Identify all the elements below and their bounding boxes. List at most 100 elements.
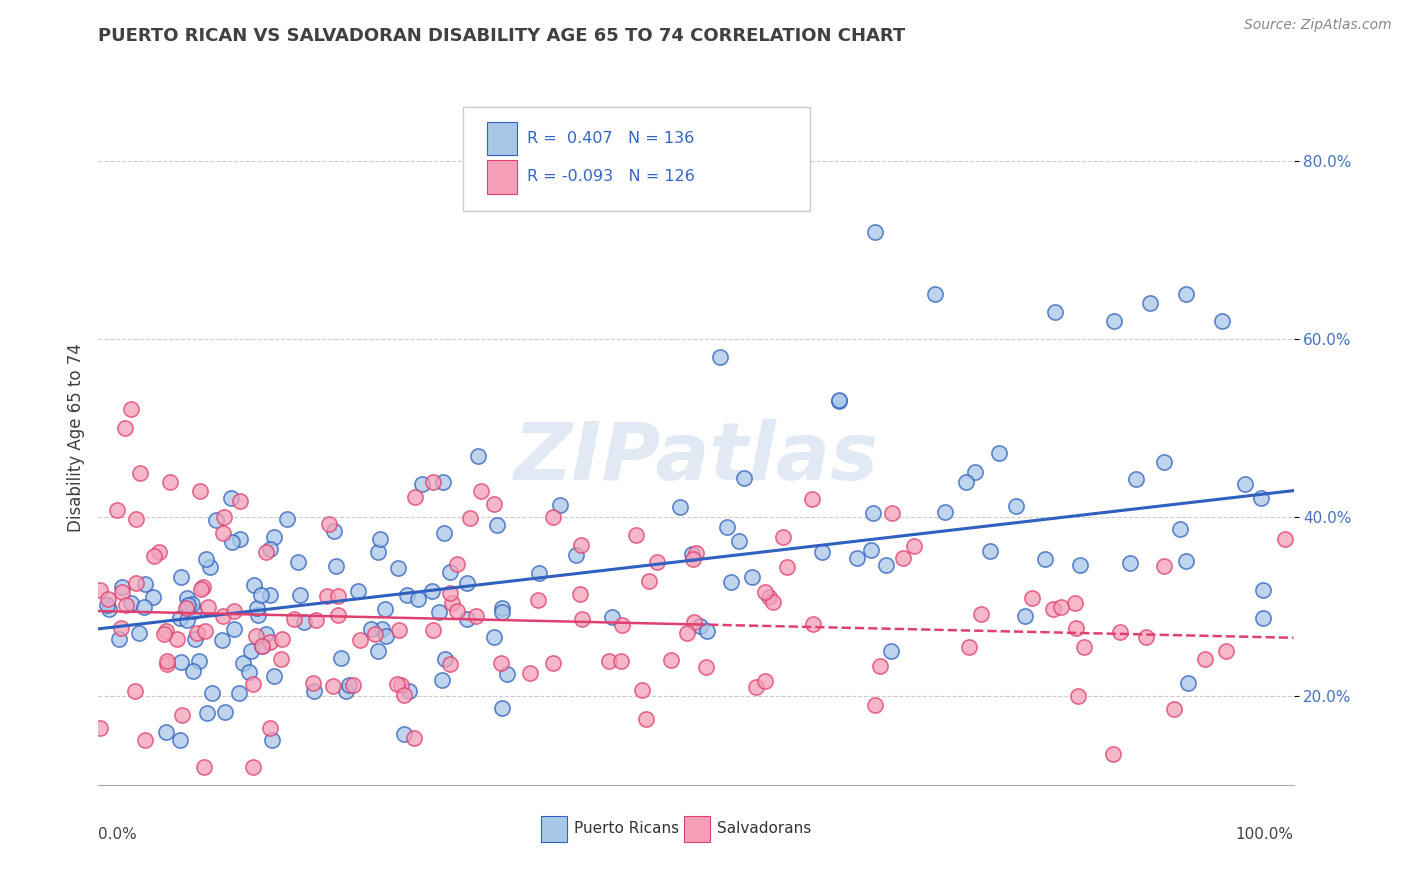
Point (270, 632, 292, 646)
Point (696, 624, 718, 639)
Point (347, 584, 370, 599)
Point (242, 677, 264, 691)
Point (411, 477, 433, 491)
Point (96, 598, 118, 612)
Text: Puerto Ricans: Puerto Ricans (574, 822, 679, 837)
Point (568, 587, 591, 601)
Point (364, 627, 387, 641)
Point (957, 640, 980, 654)
Point (148, 544, 170, 558)
Point (111, 580, 134, 594)
Point (181, 665, 204, 679)
Point (439, 585, 461, 599)
Point (434, 652, 457, 666)
Point (125, 511, 148, 525)
Point (740, 570, 762, 584)
Point (89, 582, 111, 597)
Point (396, 588, 419, 602)
Point (491, 605, 513, 619)
Point (292, 615, 315, 630)
Point (108, 632, 131, 646)
Point (194, 624, 217, 638)
Point (775, 559, 797, 574)
Point (183, 604, 205, 618)
Point (610, 618, 633, 632)
Point (1043, 305, 1066, 319)
Point (1042, 602, 1064, 616)
Bar (486, 161, 517, 194)
Point (221, 534, 243, 549)
Point (1177, 676, 1199, 690)
Point (232, 656, 254, 670)
Point (389, 678, 412, 692)
Point (754, 673, 776, 688)
Point (176, 591, 198, 605)
Point (219, 491, 242, 505)
Point (569, 538, 592, 552)
Point (486, 517, 509, 532)
Point (880, 644, 903, 658)
Point (184, 632, 207, 646)
Point (155, 624, 177, 639)
Point (659, 653, 682, 667)
Point (174, 601, 197, 615)
Point (1067, 689, 1090, 703)
Point (682, 615, 704, 630)
Point (1064, 621, 1087, 635)
Point (634, 712, 657, 726)
Point (891, 551, 914, 566)
Point (342, 678, 364, 692)
Point (456, 611, 478, 625)
Point (689, 619, 711, 633)
Point (610, 654, 633, 668)
Point (1014, 609, 1036, 624)
Point (495, 666, 517, 681)
Point (287, 555, 309, 569)
Point (526, 593, 548, 607)
Point (811, 545, 834, 559)
Point (129, 466, 152, 480)
Point (124, 684, 146, 698)
Point (987, 446, 1010, 460)
Point (159, 475, 181, 489)
Point (668, 500, 690, 514)
Point (142, 590, 165, 604)
Point (541, 657, 564, 671)
Point (439, 565, 461, 579)
Point (565, 548, 588, 562)
Point (963, 465, 986, 479)
Point (1250, 491, 1272, 505)
Point (302, 676, 325, 690)
Point (598, 654, 620, 668)
Point (801, 492, 824, 507)
Point (188, 483, 211, 498)
Point (228, 686, 250, 700)
Point (527, 566, 550, 581)
Point (335, 684, 357, 698)
Point (238, 665, 260, 680)
Point (630, 683, 652, 698)
Point (846, 551, 869, 566)
Text: Salvadorans: Salvadorans (717, 822, 811, 837)
Point (709, 350, 731, 364)
Point (288, 588, 311, 602)
Point (1194, 652, 1216, 666)
Point (1211, 314, 1233, 328)
Point (242, 760, 264, 774)
Point (1251, 611, 1274, 625)
Point (801, 616, 824, 631)
Text: PUERTO RICAN VS SALVADORAN DISABILITY AGE 65 TO 74 CORRELATION CHART: PUERTO RICAN VS SALVADORAN DISABILITY AG… (98, 27, 905, 45)
Point (260, 733, 283, 747)
Point (229, 494, 252, 508)
Point (979, 544, 1001, 558)
Point (467, 449, 489, 463)
Point (1174, 554, 1197, 568)
Point (955, 475, 977, 489)
Point (404, 490, 426, 504)
Point (571, 612, 593, 626)
Point (367, 545, 389, 559)
Point (1119, 556, 1142, 570)
Point (283, 612, 305, 626)
Point (371, 622, 394, 636)
Point (193, 760, 215, 774)
